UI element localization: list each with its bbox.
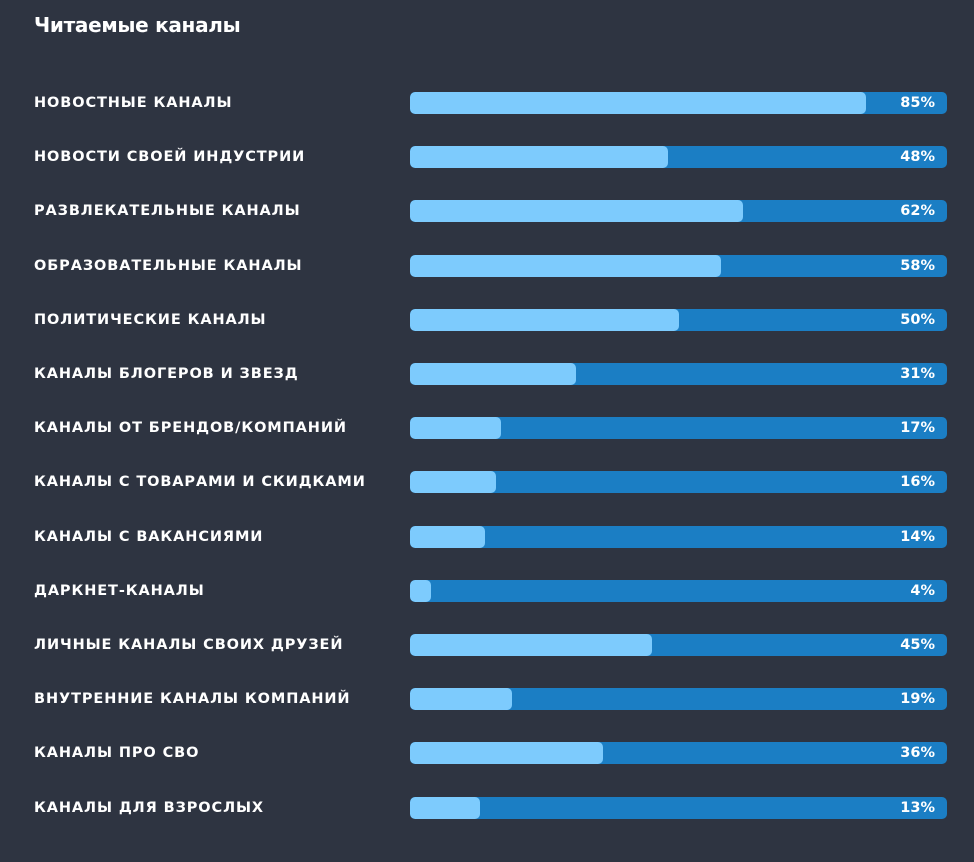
bar-track: 45% bbox=[410, 634, 947, 656]
value-label: 50% bbox=[900, 312, 935, 328]
bar-track: 36% bbox=[410, 742, 947, 764]
bar-fill bbox=[410, 146, 668, 168]
value-label: 4% bbox=[910, 583, 935, 599]
value-label: 36% bbox=[900, 745, 935, 761]
bar-fill bbox=[410, 200, 743, 222]
bar-row: РАЗВЛЕКАТЕЛЬНЫЕ КАНАЛЫ 62% bbox=[0, 199, 974, 223]
category-label: ЛИЧНЫЕ КАНАЛЫ СВОИХ ДРУЗЕЙ bbox=[34, 637, 344, 653]
category-label: КАНАЛЫ БЛОГЕРОВ И ЗВЕЗД bbox=[34, 366, 299, 382]
bar-fill bbox=[410, 92, 866, 114]
bar-fill bbox=[410, 417, 501, 439]
bar-track: 19% bbox=[410, 688, 947, 710]
value-label: 58% bbox=[900, 258, 935, 274]
value-label: 48% bbox=[900, 149, 935, 165]
bar-track: 85% bbox=[410, 92, 947, 114]
value-label: 16% bbox=[900, 474, 935, 490]
category-label: ОБРАЗОВАТЕЛЬНЫЕ КАНАЛЫ bbox=[34, 258, 303, 274]
category-label: ДАРКНЕТ-КАНАЛЫ bbox=[34, 583, 205, 599]
bar-fill bbox=[410, 580, 431, 602]
bar-row: КАНАЛЫ С ТОВАРАМИ И СКИДКАМИ 16% bbox=[0, 470, 974, 494]
bar-fill bbox=[410, 797, 480, 819]
category-label: ПОЛИТИЧЕСКИЕ КАНАЛЫ bbox=[34, 312, 267, 328]
bar-fill bbox=[410, 255, 721, 277]
value-label: 62% bbox=[900, 203, 935, 219]
bar-track: 31% bbox=[410, 363, 947, 385]
bar-row: КАНАЛЫ С ВАКАНСИЯМИ 14% bbox=[0, 525, 974, 549]
bar-row: КАНАЛЫ ОТ БРЕНДОВ/КОМПАНИЙ 17% bbox=[0, 416, 974, 440]
bar-fill bbox=[410, 309, 679, 331]
category-label: КАНАЛЫ ОТ БРЕНДОВ/КОМПАНИЙ bbox=[34, 420, 347, 436]
bar-row: КАНАЛЫ ДЛЯ ВЗРОСЛЫХ 13% bbox=[0, 796, 974, 820]
bar-fill bbox=[410, 742, 603, 764]
bar-fill bbox=[410, 471, 496, 493]
value-label: 85% bbox=[900, 95, 935, 111]
bar-fill bbox=[410, 688, 512, 710]
category-label: КАНАЛЫ С ТОВАРАМИ И СКИДКАМИ bbox=[34, 474, 366, 490]
bar-fill bbox=[410, 363, 576, 385]
bar-track: 14% bbox=[410, 526, 947, 548]
bar-row: НОВОСТНЫЕ КАНАЛЫ 85% bbox=[0, 91, 974, 115]
bar-row: ВНУТРЕННИЕ КАНАЛЫ КОМПАНИЙ 19% bbox=[0, 687, 974, 711]
category-label: РАЗВЛЕКАТЕЛЬНЫЕ КАНАЛЫ bbox=[34, 203, 301, 219]
bar-fill bbox=[410, 526, 485, 548]
bar-track: 48% bbox=[410, 146, 947, 168]
bar-row: НОВОСТИ СВОЕЙ ИНДУСТРИИ 48% bbox=[0, 145, 974, 169]
value-label: 14% bbox=[900, 529, 935, 545]
bar-track: 58% bbox=[410, 255, 947, 277]
value-label: 13% bbox=[900, 800, 935, 816]
bar-row: ДАРКНЕТ-КАНАЛЫ 4% bbox=[0, 579, 974, 603]
category-label: ВНУТРЕННИЕ КАНАЛЫ КОМПАНИЙ bbox=[34, 691, 351, 707]
value-label: 17% bbox=[900, 420, 935, 436]
bar-row: ПОЛИТИЧЕСКИЕ КАНАЛЫ 50% bbox=[0, 308, 974, 332]
value-label: 19% bbox=[900, 691, 935, 707]
chart-title: Читаемые каналы bbox=[34, 13, 241, 37]
bar-track: 62% bbox=[410, 200, 947, 222]
category-label: КАНАЛЫ С ВАКАНСИЯМИ bbox=[34, 529, 264, 545]
bar-track: 50% bbox=[410, 309, 947, 331]
bar-track: 16% bbox=[410, 471, 947, 493]
bar-row: КАНАЛЫ ПРО СВО 36% bbox=[0, 741, 974, 765]
bar-track: 4% bbox=[410, 580, 947, 602]
value-label: 45% bbox=[900, 637, 935, 653]
bar-row: ЛИЧНЫЕ КАНАЛЫ СВОИХ ДРУЗЕЙ 45% bbox=[0, 633, 974, 657]
category-label: КАНАЛЫ ДЛЯ ВЗРОСЛЫХ bbox=[34, 800, 265, 816]
bar-track: 17% bbox=[410, 417, 947, 439]
bar-track: 13% bbox=[410, 797, 947, 819]
category-label: НОВОСТИ СВОЕЙ ИНДУСТРИИ bbox=[34, 149, 306, 165]
bar-fill bbox=[410, 634, 652, 656]
value-label: 31% bbox=[900, 366, 935, 382]
category-label: НОВОСТНЫЕ КАНАЛЫ bbox=[34, 95, 233, 111]
bar-row: КАНАЛЫ БЛОГЕРОВ И ЗВЕЗД 31% bbox=[0, 362, 974, 386]
bar-row: ОБРАЗОВАТЕЛЬНЫЕ КАНАЛЫ 58% bbox=[0, 254, 974, 278]
category-label: КАНАЛЫ ПРО СВО bbox=[34, 745, 200, 761]
